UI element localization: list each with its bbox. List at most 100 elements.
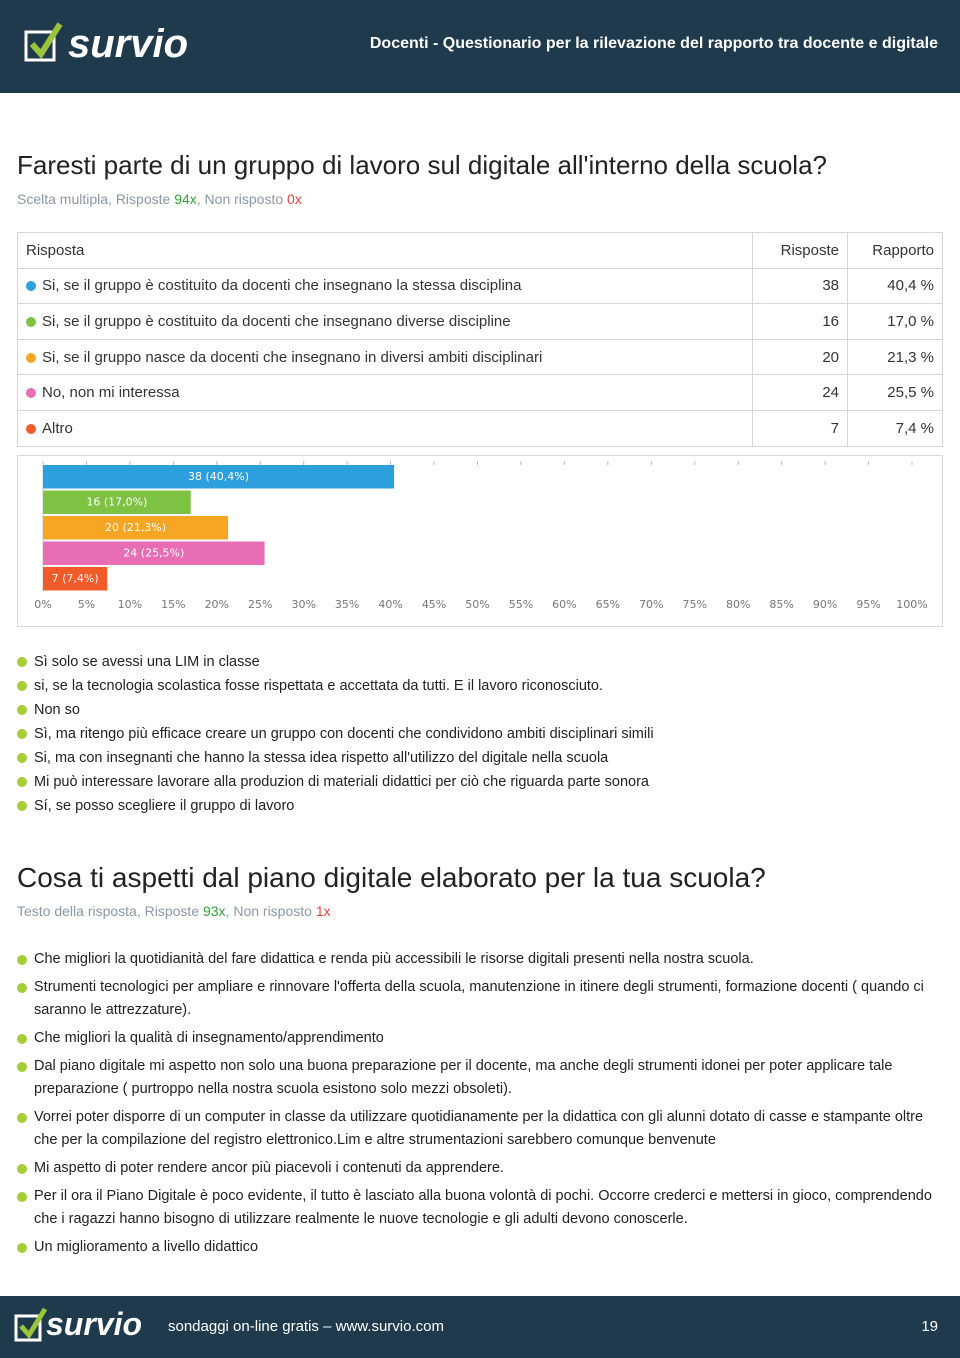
- answer-dot: [26, 388, 36, 399]
- table-row: No, non mi interessa 24 25,5 %: [17, 374, 943, 411]
- answer-text: Altro: [42, 419, 73, 437]
- data-label: 20 (21,3%): [105, 521, 166, 534]
- text-answer: Dal piano digitale mi aspetto non solo u…: [17, 1055, 943, 1101]
- question-title: Cosa ti aspetti dal piano digitale elabo…: [17, 862, 766, 893]
- table-header: Risposta Risposte Rapporto: [17, 232, 943, 269]
- x-tick-label: 100%: [896, 598, 927, 611]
- other-answer: Sì solo se avessi una LIM in classe: [17, 650, 943, 674]
- answered: 93x: [202, 903, 226, 919]
- answer-dot: [26, 316, 36, 327]
- other-answers: Sì solo se avessi una LIM in classe si, s…: [17, 650, 943, 818]
- text-answer: Strumenti tecnologici per ampliare e rin…: [17, 976, 943, 1022]
- ratio-cell: 17,0 %: [847, 303, 943, 340]
- ratio-cell: 40,4 %: [847, 267, 943, 305]
- text-answer: Che migliori la qualità di insegnamento/…: [17, 1027, 943, 1050]
- page-number: 19: [921, 1318, 938, 1335]
- ratio-cell: 25,5 %: [847, 374, 943, 411]
- answer-cell: Si, se il gruppo è costituito da docenti…: [17, 303, 753, 340]
- x-tick-label: 5%: [78, 598, 95, 611]
- data-label: 38 (40,4%): [188, 470, 249, 483]
- bar: [43, 541, 265, 565]
- x-tick-label: 75%: [683, 598, 707, 611]
- meta-text: Testo della risposta, Risposte: [17, 903, 203, 919]
- text-answers: Che migliori la quotidianità del fare di…: [17, 948, 943, 1264]
- question-title: Faresti parte di un gruppo di lavoro sul…: [17, 150, 827, 180]
- table-row: Altro 7 7,4 %: [17, 409, 943, 447]
- answer-dot: [26, 352, 36, 363]
- logo: survio: [46, 1306, 143, 1342]
- text-answer: Per il ora il Piano Digitale è poco evid…: [17, 1185, 943, 1231]
- other-answer: Mi può interessare lavorare alla produzi…: [17, 770, 943, 794]
- col-header: Rapporto: [847, 232, 943, 269]
- text-answer: Mi aspetto di poter rendere ancor più pi…: [17, 1157, 943, 1180]
- x-tick-label: 20%: [205, 598, 229, 611]
- count-cell: 24: [752, 374, 848, 411]
- bar: [43, 465, 395, 489]
- table-row: Si, se il gruppo è costituito da docenti…: [17, 303, 943, 340]
- x-tick-label: 45%: [422, 598, 446, 611]
- question-meta: Scelta multipla, Risposte 94x, Non rispo…: [17, 191, 302, 207]
- answer-cell: No, non mi interessa: [17, 374, 753, 411]
- x-tick-label: 95%: [856, 598, 880, 611]
- bar: [43, 490, 191, 514]
- count-cell: 38: [752, 267, 848, 305]
- logo: survio: [68, 22, 189, 66]
- x-tick-label: 30%: [291, 598, 315, 611]
- x-tick-label: 50%: [465, 598, 489, 611]
- answer-text: Si, se il gruppo è costituito da docenti…: [42, 312, 511, 330]
- data-label: 16 (17,0%): [86, 495, 147, 508]
- x-tick-label: 10%: [118, 598, 142, 611]
- answer-cell: Altro: [17, 409, 753, 447]
- chart: 0% 5% 10% 15% 20% 25% 30% 35% 40% 45% 50% 55% 60% 65%…: [17, 455, 943, 627]
- answer-cell: Si, se il gruppo nasce da docenti che in…: [17, 338, 753, 376]
- meta-text: , Non risposto: [196, 191, 288, 207]
- answer-cell: Si, se il gruppo è costituito da docenti…: [17, 267, 753, 305]
- answer-dot: [26, 281, 36, 292]
- other-answer: Non so: [17, 698, 943, 722]
- logo-icon: [14, 1307, 48, 1342]
- footer: survio sondaggi on-line gratis – www.sur…: [0, 1296, 960, 1358]
- x-tick-label: 15%: [161, 598, 185, 611]
- meta-text: Scelta multipla, Risposte: [17, 191, 175, 207]
- bar: [43, 516, 229, 540]
- ratio-cell: 7,4 %: [847, 409, 943, 447]
- answers-table: Risposta Risposte Rapporto Si, se il gru…: [17, 232, 943, 447]
- col-header: Risposte: [752, 232, 848, 269]
- x-tick-label: 25%: [248, 598, 272, 611]
- data-label: 24 (25,5%): [123, 546, 184, 559]
- unanswered: 1x: [315, 903, 331, 919]
- other-answer: si, se la tecnologia scolastica fosse ri…: [17, 674, 943, 698]
- x-tick-label: 70%: [639, 598, 663, 611]
- unanswered: 0x: [287, 191, 302, 207]
- other-answer: Sí, se posso scegliere il gruppo di lavo…: [17, 794, 943, 818]
- answered: 94x: [174, 191, 197, 207]
- data-label: 7 (7,4%): [52, 572, 99, 585]
- table-row: Si, se il gruppo nasce da docenti che in…: [17, 338, 943, 376]
- x-tick-label: 0%: [34, 598, 51, 611]
- answer-text: Si, se il gruppo nasce da docenti che in…: [42, 348, 543, 366]
- text-answer: Un miglioramento a livello didattico: [17, 1236, 943, 1259]
- x-tick-label: 85%: [769, 598, 793, 611]
- other-answer: Sì, ma ritengo più efficace creare un gr…: [17, 722, 943, 746]
- answer-dot: [26, 423, 36, 434]
- x-tick-label: 90%: [813, 598, 837, 611]
- x-tick-label: 80%: [726, 598, 750, 611]
- x-tick-label: 60%: [552, 598, 576, 611]
- answer-text: Si, se il gruppo è costituito da docenti…: [42, 277, 522, 295]
- count-cell: 16: [752, 303, 848, 340]
- header: survio Docenti - Questionario per la ril…: [0, 0, 960, 93]
- answer-text: No, non mi interessa: [42, 384, 180, 402]
- table-row: Si, se il gruppo è costituito da docenti…: [17, 267, 943, 305]
- header-title: Docenti - Questionario per la rilevazion…: [369, 35, 938, 52]
- count-cell: 7: [752, 409, 848, 447]
- x-tick-label: 40%: [378, 598, 402, 611]
- meta-text: , Non risposto: [225, 903, 316, 919]
- footer-text: sondaggi on-line gratis – www.survio.com: [168, 1318, 444, 1335]
- ratio-cell: 21,3 %: [847, 338, 943, 376]
- text-answer: Vorrei poter disporre di un computer in …: [17, 1106, 943, 1152]
- other-answer: Si, ma con insegnanti che hanno la stess…: [17, 746, 943, 770]
- x-tick-label: 65%: [596, 598, 620, 611]
- text-answer: Che migliori la quotidianità del fare di…: [17, 948, 943, 971]
- logo-icon: [24, 22, 63, 62]
